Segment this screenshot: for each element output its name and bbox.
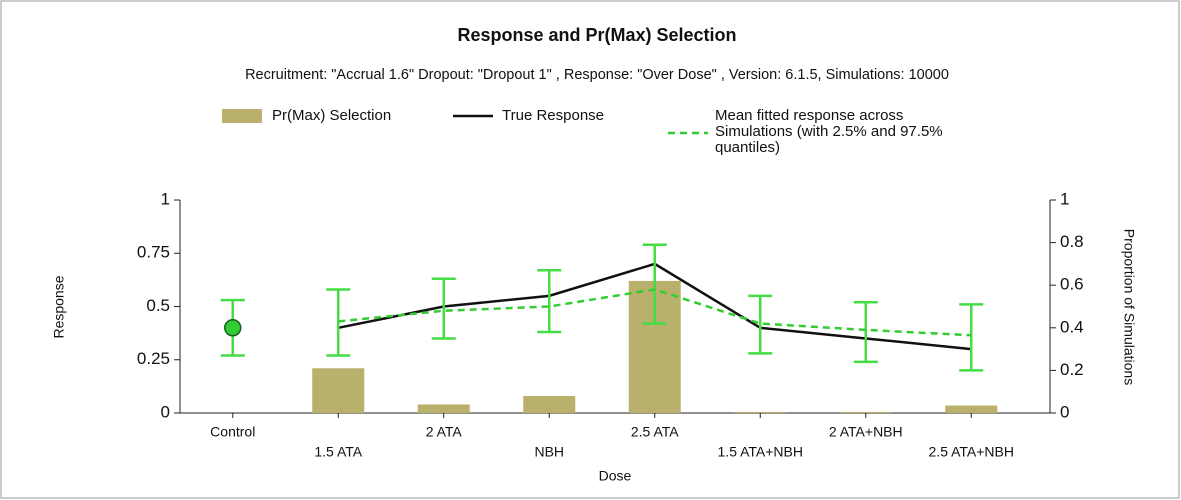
y-tick-label: 1 — [161, 189, 170, 208]
error-bar — [326, 288, 351, 357]
y2-tick-label: 0.6 — [1060, 275, 1084, 294]
bar — [312, 368, 365, 413]
y2-tick-label: 0.8 — [1060, 232, 1084, 251]
chart-title: Response and Pr(Max) Selection — [457, 25, 736, 45]
x-tick-label: NBH — [534, 444, 564, 460]
y2-tick-label: 0.4 — [1060, 317, 1084, 336]
control-point — [224, 319, 242, 337]
y2-axis-label: Proportion of Simulations — [1121, 229, 1137, 385]
y-tick-label: 0.5 — [146, 296, 170, 315]
legend-entry: Mean fitted response across Simulations … — [715, 107, 943, 156]
y-tick-label: 0.75 — [137, 243, 170, 262]
y-tick-label: 0 — [161, 402, 170, 421]
bar — [523, 395, 576, 413]
legend-entry: Pr(Max) Selection — [272, 107, 392, 124]
x-tick-label: 1.5 ATA+NBH — [718, 444, 803, 460]
error-bar — [853, 300, 878, 364]
legend-swatch — [222, 109, 262, 123]
error-bar — [959, 303, 984, 372]
bar — [839, 411, 892, 413]
x-axis-label: Dose — [599, 468, 632, 484]
x-tick-label: 2.5 ATA — [631, 424, 679, 440]
x-tick-label: 2.5 ATA+NBH — [929, 444, 1014, 460]
error-bar — [431, 277, 456, 340]
bar — [417, 404, 470, 413]
x-tick-label: Control — [210, 424, 255, 440]
legend-entry: True Response — [502, 107, 604, 124]
x-tick-label: 2 ATA — [426, 424, 463, 440]
bar — [945, 405, 998, 413]
y-axis-label: Response — [51, 275, 67, 338]
error-bar — [537, 269, 562, 334]
error-bar — [642, 243, 667, 325]
chart-subtitle: Recruitment: "Accrual 1.6" Dropout: "Dro… — [245, 67, 949, 83]
error-bar — [748, 294, 773, 355]
y-tick-label: 0.25 — [137, 349, 170, 368]
fitted-line — [338, 288, 972, 337]
x-tick-label: 1.5 ATA — [314, 444, 362, 460]
y2-tick-label: 1 — [1060, 189, 1069, 208]
bar — [734, 411, 787, 413]
y2-tick-label: 0.2 — [1060, 360, 1084, 379]
x-tick-label: 2 ATA+NBH — [829, 424, 903, 440]
y2-tick-label: 0 — [1060, 402, 1069, 421]
